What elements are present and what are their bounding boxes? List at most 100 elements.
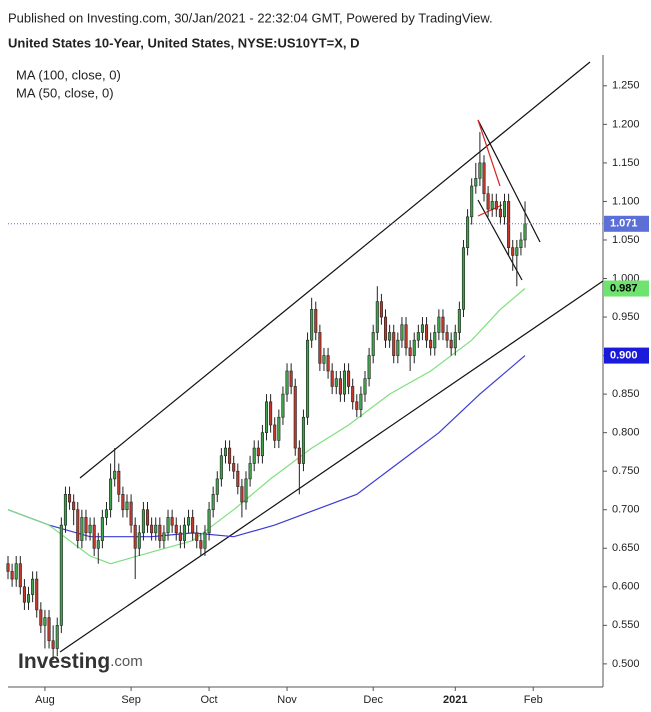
candle-body (158, 524, 162, 541)
x-tick-label: 2021 (443, 694, 467, 706)
y-tick-label: 0.950 (612, 311, 640, 323)
y-tick-label: 1.050 (612, 234, 640, 246)
candle-body (84, 517, 88, 534)
candle-body (338, 378, 342, 395)
x-tick-label: Sep (121, 694, 141, 706)
candle-body (437, 316, 441, 333)
candle-body (14, 563, 18, 580)
candle-body (322, 355, 326, 364)
candle-body (314, 309, 318, 333)
candle-body (449, 339, 453, 349)
y-tick-label: 0.800 (612, 427, 640, 439)
candle-body (129, 501, 133, 526)
candle-body (264, 401, 269, 433)
candle-body (289, 370, 293, 387)
candle-body (379, 301, 383, 318)
candle-body (486, 193, 490, 210)
candle-body (404, 324, 408, 349)
candle-body (109, 478, 113, 511)
candle-body (388, 332, 392, 341)
candle-body (215, 478, 219, 495)
candle-body (104, 509, 109, 518)
candle-body (293, 386, 297, 449)
candle-body (416, 332, 420, 341)
x-tick-label: Dec (363, 694, 383, 706)
candle-body (207, 509, 211, 534)
legend-entry: MA (50, close, 0) (16, 85, 114, 100)
candle-body (457, 309, 461, 333)
candle-body (10, 571, 14, 580)
candle-body (92, 524, 96, 549)
candle-body (347, 370, 351, 387)
y-tick-label: 1.200 (612, 118, 640, 130)
candle-body (121, 494, 125, 511)
candle-body (351, 386, 355, 403)
y-tick-label: 0.600 (612, 581, 640, 593)
candle-body (137, 532, 141, 549)
candle-body (334, 378, 338, 387)
y-tick-label: 0.650 (612, 542, 640, 554)
candle-body (63, 494, 67, 526)
candle-body (396, 339, 400, 356)
candle-body (154, 524, 158, 534)
trendlines (59, 61, 604, 653)
candle-body (367, 355, 371, 380)
candle-body (88, 524, 92, 534)
candle-body (301, 416, 305, 464)
candle-body (412, 339, 416, 356)
candle-body (51, 640, 55, 649)
candle-body (453, 332, 457, 349)
channel-upper (79, 61, 591, 479)
y-tick-label: 0.700 (612, 504, 640, 516)
candle-body (371, 332, 375, 356)
candle-body (174, 524, 178, 534)
candle-body (55, 625, 59, 649)
candle-body (240, 486, 244, 503)
candle-body (170, 517, 174, 526)
candle-body (306, 339, 310, 418)
chart-title: United States 10-Year, United States, NY… (8, 35, 359, 50)
candle-body (310, 309, 314, 341)
candle-body (252, 447, 256, 464)
logo: Investing.com (18, 650, 143, 673)
candle-body (507, 201, 511, 248)
candle-body (318, 332, 322, 364)
candle-body (203, 532, 207, 549)
candle-body (425, 324, 429, 341)
candle-body (166, 517, 170, 534)
candle-body (281, 393, 285, 418)
candle-body (494, 201, 498, 210)
flag-line (477, 119, 501, 187)
y-tick-label: 0.550 (612, 619, 640, 631)
price-label: 0.987 (610, 282, 638, 294)
candle-body (256, 447, 260, 457)
x-tick-label: Nov (277, 694, 297, 706)
y-tick-label: 0.500 (612, 658, 640, 670)
price-label-box (604, 280, 649, 297)
candle-body (273, 424, 277, 441)
candle-body (18, 563, 22, 588)
candle-body (441, 316, 445, 333)
candle-body (482, 162, 486, 195)
candle-body (211, 494, 215, 511)
price-label-box (604, 215, 649, 232)
candle-body (359, 393, 363, 410)
candle-body (429, 339, 433, 349)
candle-body (195, 532, 199, 541)
candle-body (260, 432, 264, 457)
candle-body (6, 563, 10, 572)
candle-body (433, 332, 437, 349)
price-label: 1.071 (610, 218, 638, 230)
candle-body (490, 201, 494, 210)
candle-body (248, 463, 252, 480)
candle-body (187, 517, 191, 526)
wedge-upper (477, 119, 541, 243)
candle-body (133, 524, 137, 549)
candle-body (244, 478, 248, 503)
candle-body (47, 617, 51, 642)
candle-body (478, 162, 482, 179)
candle-body (297, 447, 301, 464)
candle-body (355, 401, 359, 410)
candle-body (59, 524, 63, 626)
